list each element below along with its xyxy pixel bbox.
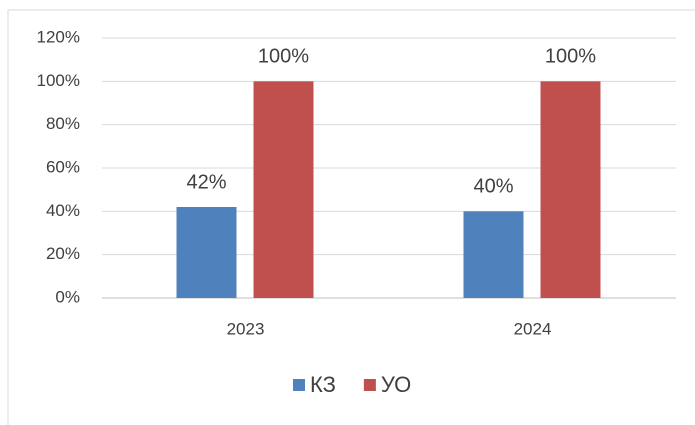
legend-swatch xyxy=(363,379,376,391)
y-tick-label: 100% xyxy=(37,71,80,90)
y-tick-label: 80% xyxy=(46,114,80,133)
bar xyxy=(540,81,601,298)
y-tick-label: 120% xyxy=(37,27,80,46)
y-tick-label: 60% xyxy=(46,157,80,176)
y-tick-label: 0% xyxy=(55,287,80,306)
y-tick-label: 40% xyxy=(46,201,80,220)
data-label: 40% xyxy=(473,176,513,198)
y-tick-label: 20% xyxy=(46,244,80,263)
legend-label: УО xyxy=(381,372,411,397)
bar xyxy=(463,211,524,298)
bar xyxy=(253,81,314,298)
data-label: 100% xyxy=(545,46,596,68)
legend-label: КЗ xyxy=(310,372,336,397)
data-label: 100% xyxy=(258,46,309,68)
legend-swatch xyxy=(293,379,305,391)
data-label: 42% xyxy=(186,171,226,193)
x-tick-label: 2024 xyxy=(514,319,552,338)
bar xyxy=(176,207,237,298)
x-tick-label: 2023 xyxy=(227,319,265,338)
